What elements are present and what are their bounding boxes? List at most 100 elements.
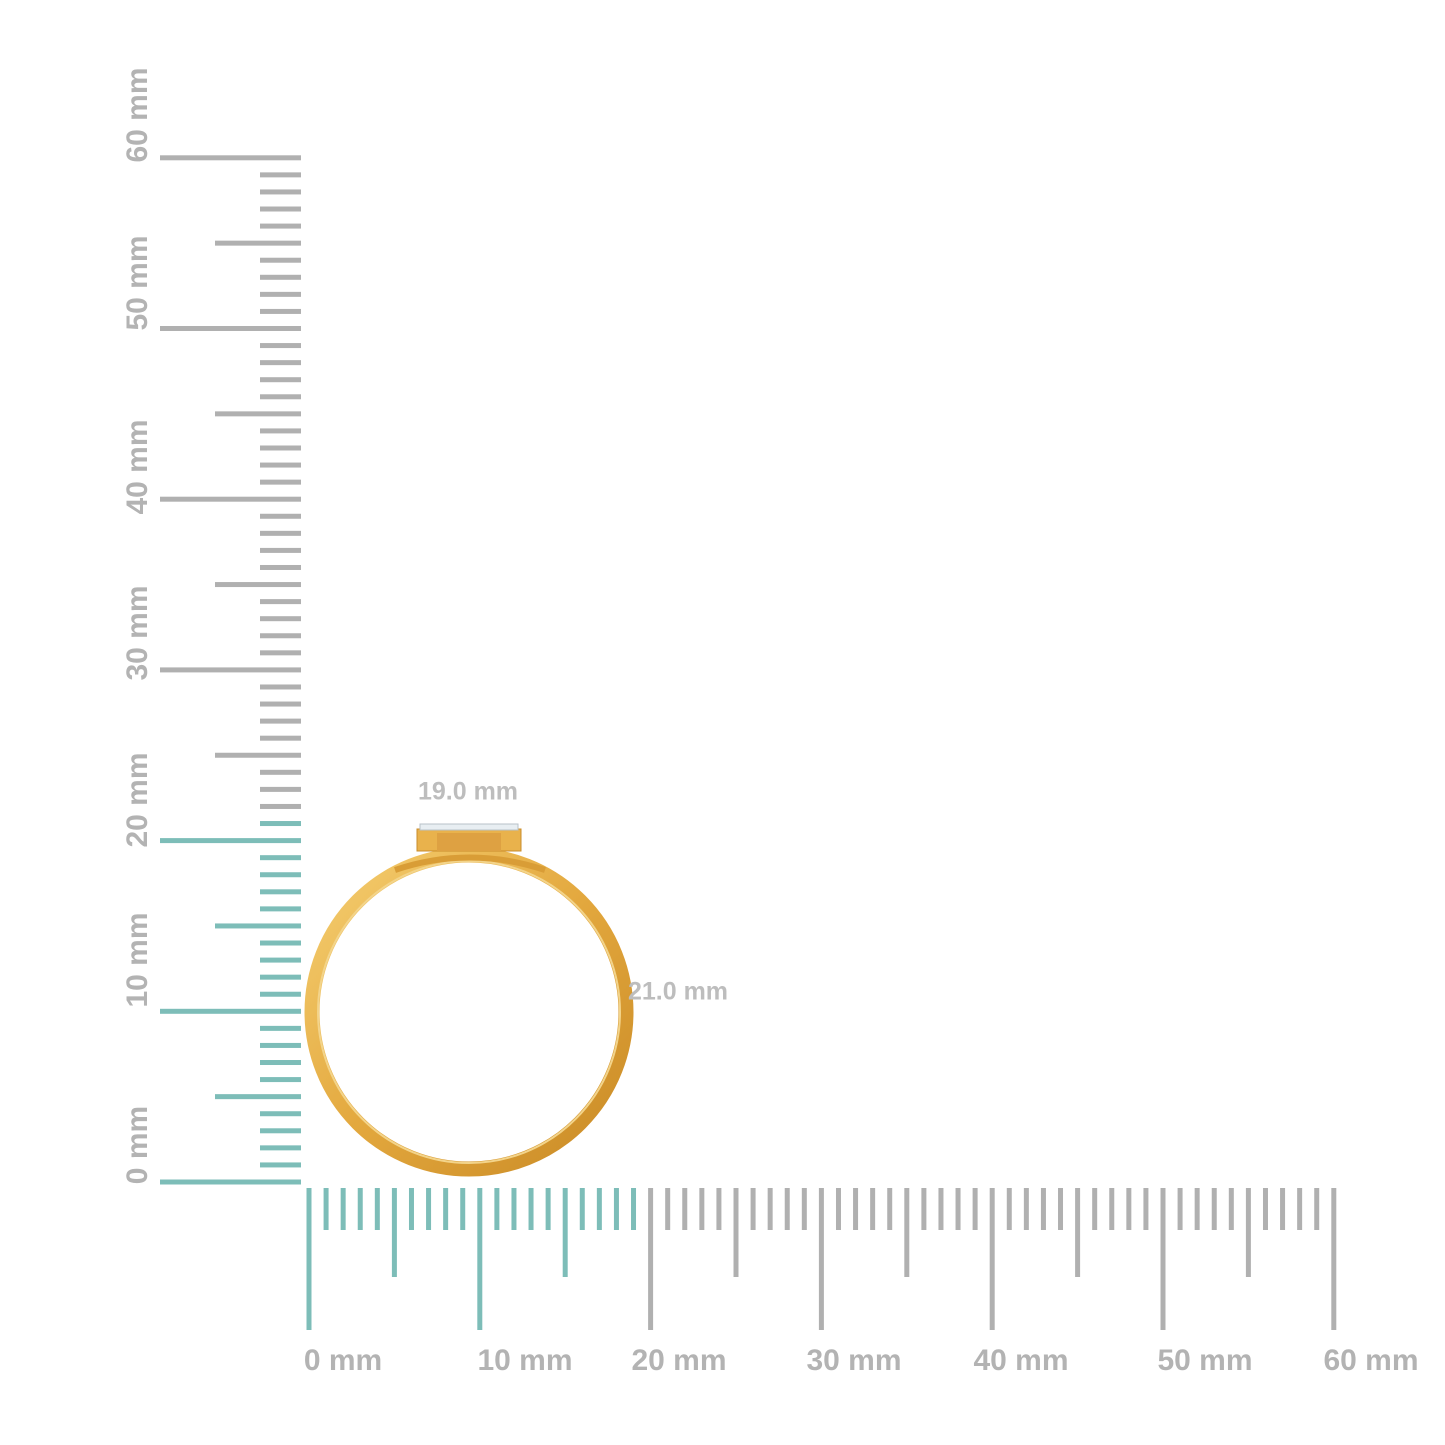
vertical-ruler-tick xyxy=(160,496,301,502)
horizontal-ruler-tick xyxy=(596,1188,602,1230)
horizontal-ruler-tick xyxy=(1075,1188,1081,1277)
horizontal-ruler-tick xyxy=(972,1188,978,1230)
vertical-ruler-tick xyxy=(260,855,301,861)
horizontal-ruler-tick xyxy=(545,1188,551,1230)
vertical-ruler-tick xyxy=(215,1094,301,1100)
vertical-ruler-tick xyxy=(260,1145,301,1151)
horizontal-ruler-tick xyxy=(818,1188,824,1330)
vertical-ruler-tick xyxy=(260,1128,301,1134)
vertical-ruler-tick xyxy=(260,291,301,297)
vertical-ruler-label: 30 mm xyxy=(121,585,154,681)
vertical-ruler-label: 40 mm xyxy=(121,419,154,515)
vertical-ruler-tick xyxy=(260,479,301,485)
vertical-ruler-tick xyxy=(215,923,301,929)
vertical-ruler-tick xyxy=(260,189,301,195)
horizontal-ruler-tick xyxy=(955,1188,961,1230)
vertical-ruler-tick xyxy=(260,872,301,878)
horizontal-ruler-tick xyxy=(1211,1188,1217,1230)
vertical-ruler-tick xyxy=(260,530,301,536)
horizontal-ruler-tick xyxy=(579,1188,585,1230)
horizontal-ruler-tick xyxy=(921,1188,927,1230)
vertical-ruler-tick xyxy=(260,701,301,707)
horizontal-ruler-tick xyxy=(1058,1188,1064,1230)
horizontal-ruler-label: 20 mm xyxy=(631,1344,727,1377)
vertical-ruler-tick xyxy=(260,735,301,741)
vertical-ruler-tick xyxy=(260,547,301,553)
vertical-ruler-tick xyxy=(260,650,301,656)
horizontal-ruler-tick xyxy=(1092,1188,1098,1230)
horizontal-ruler-tick xyxy=(784,1188,790,1230)
vertical-ruler-tick xyxy=(260,394,301,400)
vertical-ruler-tick xyxy=(260,308,301,314)
horizontal-ruler-tick xyxy=(408,1188,414,1230)
vertical-ruler-tick xyxy=(260,428,301,434)
vertical-ruler-tick xyxy=(215,240,301,246)
horizontal-ruler-tick xyxy=(1245,1188,1251,1277)
diamond-row xyxy=(419,823,519,831)
horizontal-ruler-tick xyxy=(853,1188,859,1230)
ring-shoulder xyxy=(394,854,546,873)
vertical-ruler-tick xyxy=(260,206,301,212)
horizontal-ruler-tick xyxy=(648,1188,654,1330)
ring-height-label: 21.0 mm xyxy=(627,977,729,1006)
vertical-ruler-tick xyxy=(260,957,301,963)
vertical-ruler-tick xyxy=(260,803,301,809)
horizontal-ruler-tick xyxy=(443,1188,449,1230)
horizontal-ruler-tick xyxy=(870,1188,876,1230)
horizontal-ruler-label: 60 mm xyxy=(1323,1344,1419,1377)
horizontal-ruler-tick xyxy=(1314,1188,1320,1230)
vertical-ruler-tick xyxy=(260,564,301,570)
horizontal-ruler-tick xyxy=(938,1188,944,1230)
horizontal-ruler-tick xyxy=(528,1188,534,1230)
vertical-ruler-label: 50 mm xyxy=(121,235,154,331)
vertical-ruler-tick xyxy=(260,1060,301,1066)
horizontal-ruler-tick xyxy=(1143,1188,1149,1230)
vertical-ruler-tick xyxy=(215,582,301,588)
vertical-ruler-tick xyxy=(260,786,301,792)
horizontal-ruler-tick xyxy=(631,1188,637,1230)
horizontal-ruler-tick xyxy=(1040,1188,1046,1230)
horizontal-ruler-tick xyxy=(665,1188,671,1230)
ring-width-label: 19.0 mm xyxy=(417,777,519,806)
horizontal-ruler-tick xyxy=(494,1188,500,1230)
vertical-ruler-tick xyxy=(215,411,301,417)
horizontal-ruler-label: 0 mm xyxy=(303,1344,383,1377)
horizontal-ruler-tick xyxy=(1023,1188,1029,1230)
vertical-ruler-label: 20 mm xyxy=(121,752,154,848)
vertical-ruler-tick xyxy=(260,445,301,451)
vertical-ruler-tick xyxy=(160,326,301,331)
horizontal-ruler-tick xyxy=(716,1188,722,1230)
horizontal-ruler-tick xyxy=(767,1188,773,1230)
vertical-ruler-tick xyxy=(160,667,301,673)
horizontal-ruler-tick xyxy=(733,1188,739,1277)
horizontal-ruler-tick xyxy=(1006,1188,1012,1230)
horizontal-ruler-tick xyxy=(323,1188,329,1230)
vertical-ruler-tick xyxy=(260,633,301,639)
ring-band xyxy=(304,847,634,1177)
vertical-ruler-tick xyxy=(260,343,301,349)
horizontal-ruler-tick xyxy=(477,1188,483,1330)
horizontal-ruler-label: 30 mm xyxy=(806,1344,902,1377)
horizontal-ruler-tick xyxy=(750,1188,756,1230)
vertical-ruler-tick xyxy=(160,838,301,844)
vertical-ruler-tick xyxy=(260,223,301,229)
horizontal-ruler-tick xyxy=(1297,1188,1303,1230)
horizontal-ruler-tick xyxy=(1177,1188,1183,1230)
horizontal-ruler-tick xyxy=(511,1188,517,1230)
vertical-ruler-tick xyxy=(260,821,301,827)
horizontal-ruler-label: 50 mm xyxy=(1157,1344,1253,1377)
vertical-ruler-tick xyxy=(260,172,301,178)
vertical-ruler-tick xyxy=(260,513,301,519)
vertical-ruler-tick xyxy=(260,769,301,775)
horizontal-ruler-tick xyxy=(801,1188,807,1230)
horizontal-ruler-tick xyxy=(340,1188,346,1230)
horizontal-ruler-tick xyxy=(391,1188,397,1277)
horizontal-ruler-tick xyxy=(989,1188,995,1330)
vertical-ruler-tick xyxy=(160,155,301,161)
vertical-ruler-tick xyxy=(260,684,301,690)
horizontal-ruler-tick xyxy=(1194,1188,1200,1230)
horizontal-ruler-tick xyxy=(1109,1188,1115,1230)
vertical-ruler-tick xyxy=(260,377,301,383)
horizontal-ruler-tick xyxy=(374,1188,380,1230)
